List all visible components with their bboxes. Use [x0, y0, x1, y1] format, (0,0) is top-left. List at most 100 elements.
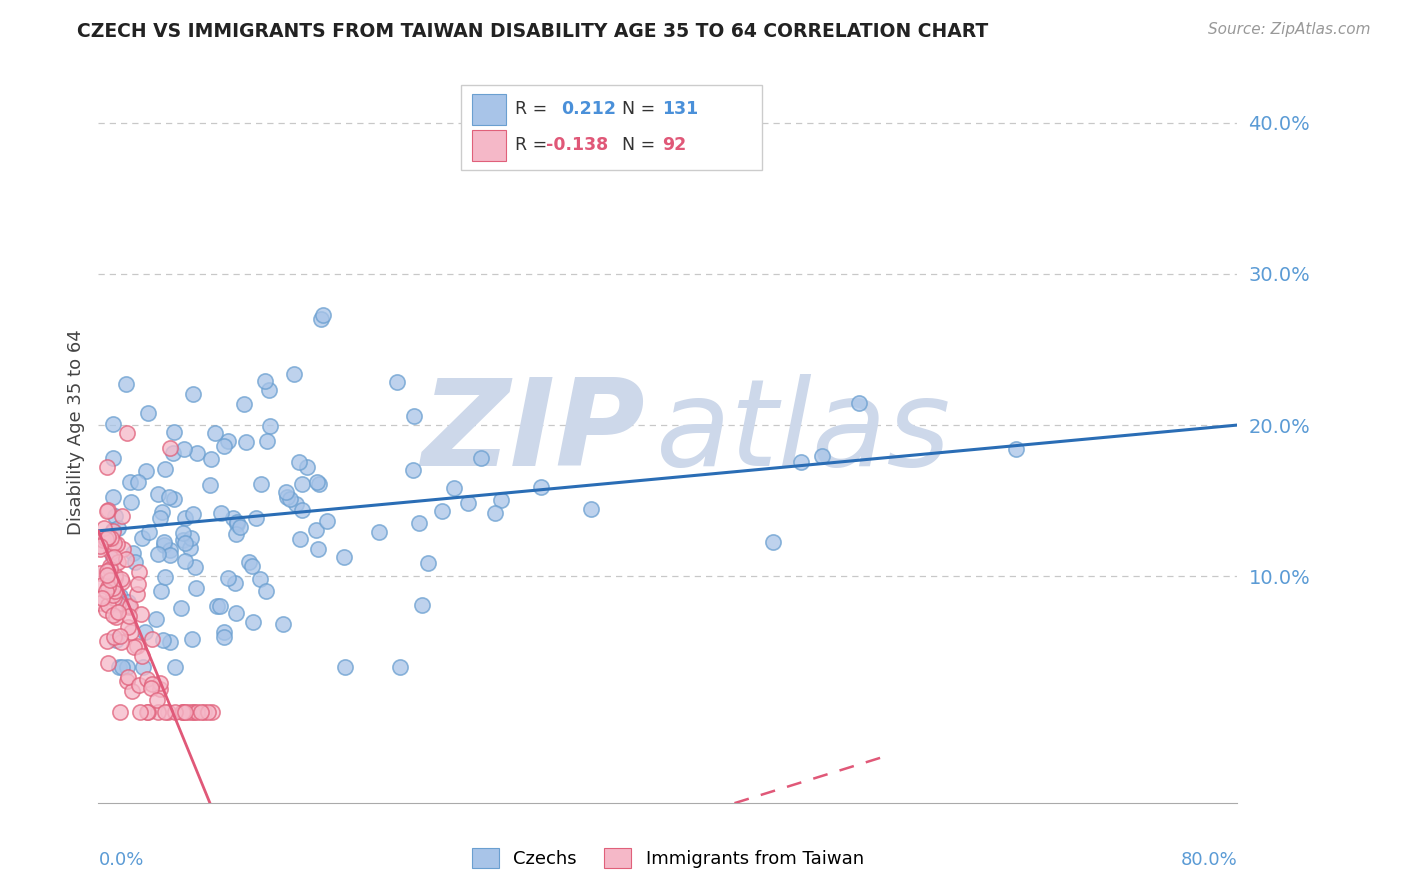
- Point: [124, 555, 146, 569]
- Point: [180, 531, 202, 545]
- Point: [183, 559, 205, 574]
- Point: [117, 673, 139, 688]
- Point: [530, 480, 553, 494]
- Point: [307, 541, 329, 556]
- Point: [402, 463, 425, 477]
- Point: [204, 426, 226, 441]
- Point: [104, 633, 127, 648]
- Point: [100, 544, 122, 558]
- Point: [162, 425, 184, 439]
- Point: [129, 705, 152, 719]
- Point: [186, 446, 208, 460]
- Point: [129, 607, 152, 621]
- Point: [273, 616, 295, 631]
- Legend: Czechs, Immigrants from Taiwan: Czechs, Immigrants from Taiwan: [472, 848, 863, 868]
- Point: [159, 543, 181, 558]
- Point: [115, 552, 138, 566]
- Point: [101, 608, 124, 623]
- Point: [103, 584, 125, 599]
- Point: [333, 660, 356, 674]
- Point: [207, 599, 229, 613]
- Text: 0.212: 0.212: [561, 100, 616, 118]
- Point: [98, 558, 121, 573]
- Point: [111, 509, 134, 524]
- Point: [387, 375, 409, 389]
- Text: 131: 131: [662, 100, 699, 118]
- Text: 0.0%: 0.0%: [98, 851, 143, 869]
- Point: [811, 449, 834, 463]
- Point: [96, 567, 118, 582]
- Point: [402, 409, 425, 424]
- Point: [135, 672, 157, 686]
- Point: [138, 525, 160, 540]
- Point: [186, 705, 208, 719]
- Point: [98, 573, 121, 587]
- Point: [240, 558, 263, 573]
- Point: [174, 536, 197, 550]
- Point: [100, 531, 122, 545]
- Point: [118, 599, 141, 613]
- Point: [97, 656, 120, 670]
- Point: [153, 705, 176, 719]
- Point: [197, 705, 219, 719]
- Point: [156, 705, 179, 719]
- Point: [408, 516, 430, 530]
- Point: [225, 526, 247, 541]
- Point: [149, 583, 172, 598]
- Point: [146, 547, 169, 561]
- Point: [94, 533, 117, 547]
- Point: [134, 625, 156, 640]
- Point: [125, 587, 148, 601]
- Y-axis label: Disability Age 35 to 64: Disability Age 35 to 64: [66, 330, 84, 535]
- Text: ZIP: ZIP: [422, 374, 645, 491]
- Point: [89, 566, 111, 580]
- Point: [128, 565, 150, 579]
- Point: [96, 634, 118, 648]
- Point: [101, 582, 124, 597]
- Point: [212, 624, 235, 639]
- Point: [333, 549, 356, 564]
- Point: [97, 530, 120, 544]
- Point: [245, 511, 267, 525]
- Point: [159, 635, 181, 649]
- Text: CZECH VS IMMIGRANTS FROM TAIWAN DISABILITY AGE 35 TO 64 CORRELATION CHART: CZECH VS IMMIGRANTS FROM TAIWAN DISABILI…: [77, 22, 988, 41]
- Point: [101, 550, 124, 565]
- Point: [430, 503, 453, 517]
- Point: [389, 660, 412, 674]
- Point: [107, 555, 129, 569]
- Point: [127, 475, 149, 490]
- Point: [97, 598, 120, 612]
- Point: [89, 542, 111, 557]
- Point: [121, 546, 143, 560]
- Point: [217, 434, 239, 448]
- Point: [107, 605, 129, 619]
- Point: [457, 496, 479, 510]
- Point: [762, 535, 785, 549]
- Text: Source: ZipAtlas.com: Source: ZipAtlas.com: [1208, 22, 1371, 37]
- Point: [152, 538, 174, 552]
- Point: [110, 589, 132, 603]
- Point: [274, 485, 297, 500]
- Point: [91, 533, 114, 548]
- Point: [278, 491, 301, 506]
- Point: [170, 600, 193, 615]
- Point: [97, 580, 120, 594]
- Point: [181, 632, 204, 647]
- Point: [163, 491, 186, 506]
- Point: [117, 620, 139, 634]
- Point: [242, 615, 264, 630]
- Point: [121, 684, 143, 698]
- Point: [200, 451, 222, 466]
- Point: [212, 439, 235, 453]
- Point: [90, 591, 112, 605]
- Point: [295, 459, 318, 474]
- Point: [125, 640, 148, 654]
- Point: [103, 417, 125, 431]
- Point: [304, 523, 326, 537]
- Text: 92: 92: [662, 136, 686, 154]
- Point: [170, 705, 193, 719]
- Point: [470, 450, 492, 465]
- Point: [104, 568, 127, 582]
- Point: [312, 308, 335, 322]
- Point: [101, 588, 124, 602]
